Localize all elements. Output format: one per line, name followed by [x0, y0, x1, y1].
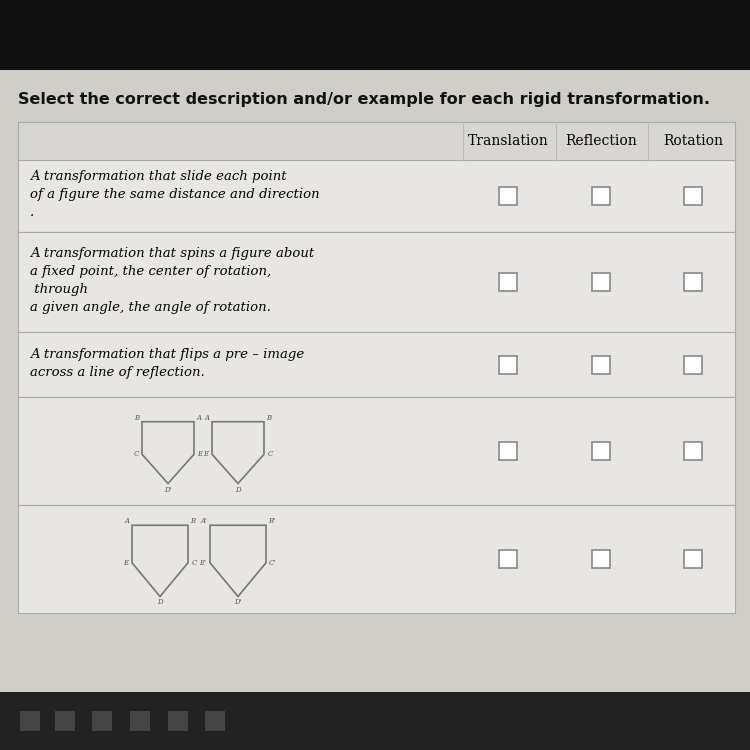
Bar: [18, 122, 735, 160]
FancyBboxPatch shape: [592, 442, 610, 460]
Text: Reflection: Reflection: [566, 134, 637, 148]
FancyBboxPatch shape: [592, 356, 610, 374]
Bar: [168, 711, 188, 731]
Bar: [18, 505, 735, 613]
Text: D: D: [236, 485, 241, 494]
Bar: [20, 711, 40, 731]
Text: C: C: [191, 559, 196, 567]
Bar: [205, 711, 225, 731]
Text: C: C: [134, 450, 139, 458]
Text: B: B: [134, 414, 140, 422]
Text: D: D: [158, 598, 163, 607]
Text: D': D': [234, 598, 242, 607]
Text: D': D': [164, 485, 172, 494]
FancyBboxPatch shape: [592, 187, 610, 205]
Bar: [18, 122, 735, 613]
Text: B: B: [266, 414, 272, 422]
FancyBboxPatch shape: [499, 442, 517, 460]
Text: Select the correct description and/or example for each rigid transformation.: Select the correct description and/or ex…: [18, 92, 710, 107]
Bar: [0, 0, 750, 70]
FancyBboxPatch shape: [684, 187, 702, 205]
Text: A': A': [200, 518, 208, 525]
Text: C: C: [267, 450, 273, 458]
Bar: [18, 332, 735, 397]
Text: E: E: [197, 450, 202, 458]
Text: B': B': [268, 518, 275, 525]
Bar: [18, 397, 735, 505]
Text: A transformation that spins a figure about
a fixed point, the center of rotation: A transformation that spins a figure abo…: [30, 247, 314, 314]
Bar: [18, 160, 735, 232]
Text: Translation: Translation: [468, 134, 548, 148]
Text: A transformation that slide each point
of a figure the same distance and directi: A transformation that slide each point o…: [30, 170, 320, 219]
Text: A: A: [205, 414, 209, 422]
Text: E: E: [124, 559, 128, 567]
Text: E: E: [203, 450, 208, 458]
Text: E': E': [200, 559, 206, 567]
FancyBboxPatch shape: [684, 356, 702, 374]
Bar: [0, 70, 750, 692]
Text: A: A: [124, 518, 130, 525]
Bar: [130, 711, 150, 731]
FancyBboxPatch shape: [592, 273, 610, 291]
FancyBboxPatch shape: [499, 356, 517, 374]
Text: B: B: [190, 518, 196, 525]
Text: A transformation that flips a pre – image
across a line of reflection.: A transformation that flips a pre – imag…: [30, 348, 305, 379]
Text: C': C': [268, 559, 276, 567]
FancyBboxPatch shape: [684, 273, 702, 291]
Bar: [18, 232, 735, 332]
Text: Rotation: Rotation: [663, 134, 723, 148]
Text: A: A: [196, 414, 202, 422]
Bar: [0, 692, 750, 750]
FancyBboxPatch shape: [499, 273, 517, 291]
Bar: [92, 711, 112, 731]
FancyBboxPatch shape: [592, 550, 610, 568]
FancyBboxPatch shape: [684, 550, 702, 568]
FancyBboxPatch shape: [684, 442, 702, 460]
FancyBboxPatch shape: [499, 187, 517, 205]
Bar: [55, 711, 75, 731]
FancyBboxPatch shape: [499, 550, 517, 568]
